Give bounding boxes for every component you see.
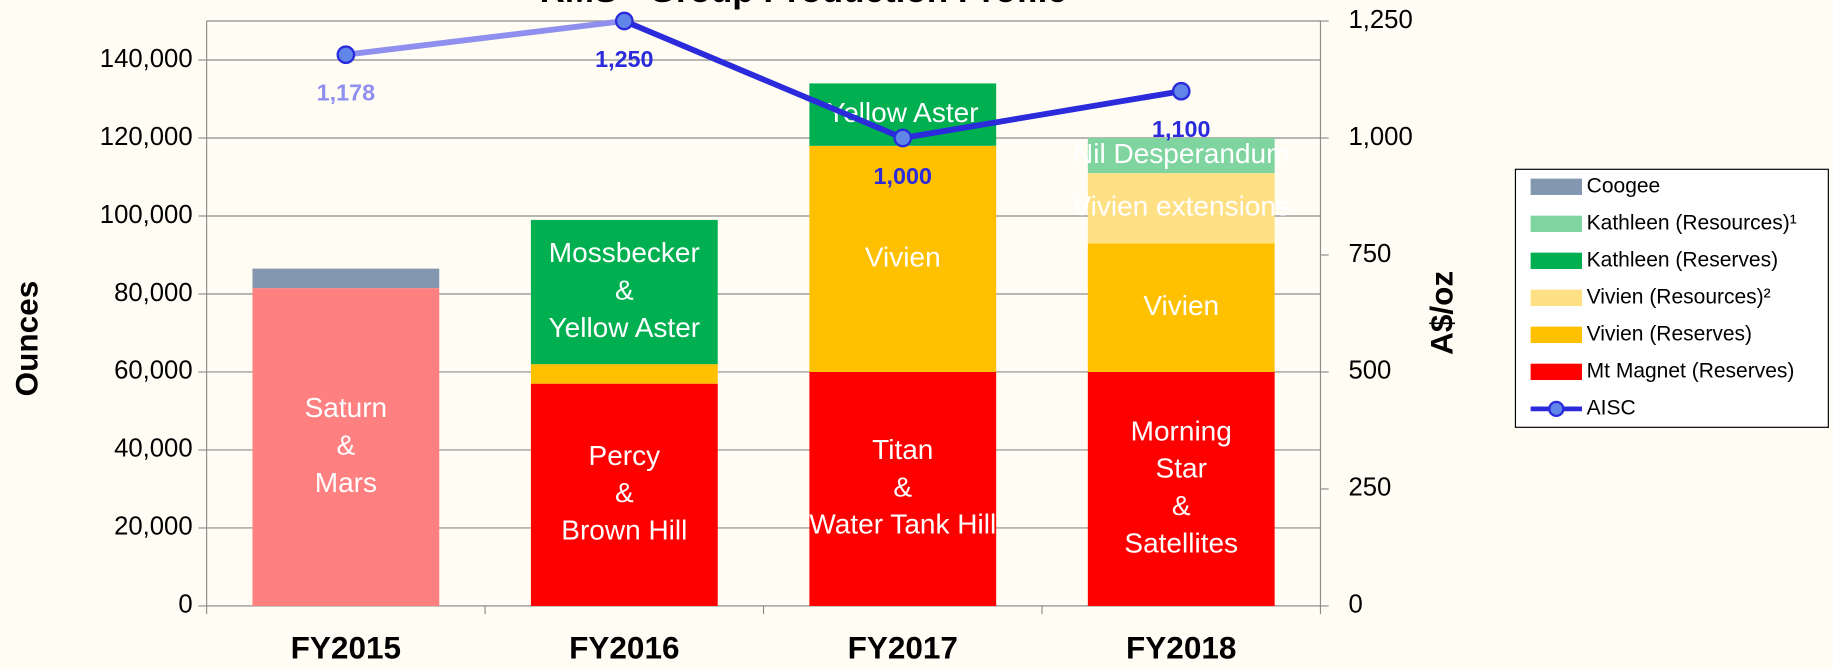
segment-label: Nil Desperandum: [1073, 138, 1289, 169]
legend-label: Vivien (Resources)²: [1587, 285, 1771, 308]
y2-axis-title: A$/oz: [1424, 271, 1460, 355]
segment-label: &: [893, 471, 912, 502]
segment-label: Morning: [1131, 415, 1232, 446]
bar-segment: [1087, 138, 1275, 174]
legend-label: AISC: [1587, 396, 1636, 419]
bar-segment: [809, 371, 997, 606]
segment-label: Vivien extensions: [1072, 191, 1290, 222]
legend-swatch: [1530, 363, 1582, 381]
line-segment: [902, 88, 1182, 141]
y-tick-label: 0: [178, 591, 192, 619]
bar-segment: [252, 268, 440, 289]
legend-swatch: [1530, 215, 1582, 232]
legend-swatch: [1530, 178, 1582, 195]
segment-label: &: [1172, 490, 1191, 521]
segment-label: Mossbecker: [549, 237, 700, 268]
y-tick-label: 40,000: [114, 435, 193, 463]
line-segment: [345, 18, 625, 58]
segment-label: Titan: [872, 434, 933, 465]
y2-tick-label: 1,000: [1348, 123, 1412, 151]
data-label: 1,178: [317, 80, 375, 106]
line-segment: [623, 18, 904, 141]
bar-segment: [1087, 371, 1275, 606]
chart-title: RMS - Group Production Profile: [540, 0, 1067, 10]
segment-label: Brown Hill: [561, 515, 687, 546]
bar-segment: [1087, 243, 1275, 372]
legend-label: Vivien (Reserves): [1587, 322, 1752, 345]
line-marker: [336, 45, 356, 65]
bar-segment: [530, 383, 718, 606]
segment-label: Yellow Aster: [549, 312, 701, 343]
y-tick-label: 80,000: [114, 279, 193, 307]
line-marker: [1171, 81, 1191, 101]
legend-swatch: [1530, 326, 1582, 344]
x-tick-label: FY2018: [1126, 630, 1236, 666]
y-tick-label: 60,000: [114, 357, 193, 385]
y-axis-title: Ounces: [8, 281, 44, 397]
x-tick-label: FY2017: [848, 630, 958, 666]
y2-tick-label: 750: [1348, 240, 1391, 268]
bar-segment: [252, 288, 440, 606]
x-tick-label: FY2016: [569, 630, 679, 666]
segment-label: Saturn: [305, 392, 388, 423]
legend-marker: [1548, 400, 1565, 418]
bar-segment: [530, 364, 718, 384]
legend-swatch: [1530, 289, 1582, 307]
y2-tick-label: 250: [1348, 474, 1391, 502]
legend-label: Coogee: [1587, 174, 1661, 197]
segment-label: &: [615, 477, 634, 508]
y2-tick-label: 500: [1348, 357, 1391, 385]
y-tick-label: 120,000: [100, 123, 193, 151]
bar-segment: [530, 219, 718, 365]
bar-segment: [1087, 173, 1275, 244]
x-tick-label: FY2015: [291, 630, 401, 666]
segment-label: Satellites: [1124, 527, 1238, 558]
y-tick-label: 20,000: [114, 513, 193, 541]
data-label: 1,100: [1152, 116, 1210, 142]
bar-segment: [809, 145, 997, 372]
legend-swatch: [1530, 252, 1582, 270]
segment-label: Percy: [589, 440, 661, 471]
legend-label: Kathleen (Reserves): [1587, 248, 1778, 271]
y2-tick-label: 1,250: [1348, 6, 1412, 34]
data-label: 1,250: [595, 46, 653, 72]
segment-label: Star: [1156, 453, 1207, 484]
legend-label: Kathleen (Resources)¹: [1587, 211, 1797, 234]
segment-label: Water Tank Hill: [809, 509, 996, 540]
segment-label: &: [337, 429, 356, 460]
segment-label: Mars: [315, 467, 377, 498]
y-tick-label: 140,000: [100, 45, 193, 73]
y-tick-label: 100,000: [100, 201, 193, 229]
segment-label: Yellow Aster: [827, 97, 979, 128]
segment-label: Vivien: [865, 241, 941, 272]
line-marker: [614, 11, 634, 31]
segment-label: Vivien: [1143, 290, 1219, 321]
line-marker: [893, 128, 913, 148]
segment-label: &: [615, 274, 634, 305]
data-label: 1,000: [874, 163, 932, 189]
legend-label: Mt Magnet (Reserves): [1587, 359, 1795, 382]
y2-tick-label: 0: [1348, 591, 1362, 619]
